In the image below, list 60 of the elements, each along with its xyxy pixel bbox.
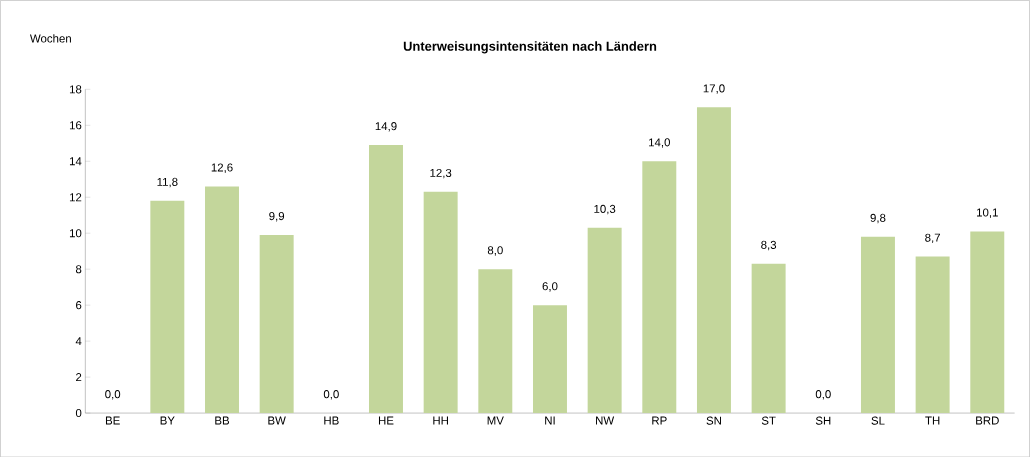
data-label: 0,0 <box>815 389 831 400</box>
data-label: 10,1 <box>977 208 998 218</box>
x-tick-label: MV <box>487 416 504 425</box>
bar <box>751 263 786 413</box>
y-axis-title: Wochen <box>29 33 71 43</box>
data-label: 0,0 <box>105 389 121 400</box>
bar <box>970 231 1005 413</box>
bar <box>478 268 513 413</box>
y-tick-label: 2 <box>76 372 82 381</box>
x-tick-label: HH <box>433 416 448 425</box>
x-tick-label: NW <box>596 416 615 425</box>
bar <box>150 200 185 413</box>
y-tick-label: 8 <box>75 264 82 274</box>
data-label: 9,8 <box>870 213 886 224</box>
y-tick-label: 10 <box>69 228 82 238</box>
x-tick-label: SL <box>871 416 885 425</box>
y-tick-label: 18 <box>69 85 82 94</box>
x-tick-label: BW <box>268 416 286 425</box>
data-label: 8,0 <box>487 246 503 256</box>
data-label: 14,0 <box>649 138 670 148</box>
data-label: 8,3 <box>761 240 777 251</box>
x-tick-label: SH <box>815 416 831 425</box>
bar <box>532 304 567 413</box>
x-tick-label: TH <box>925 416 940 425</box>
x-tick-label: SN <box>706 416 721 425</box>
bar <box>642 161 677 413</box>
x-tick-label: HE <box>378 416 394 425</box>
x-tick-label: ST <box>761 416 776 425</box>
data-label: 11,8 <box>157 177 178 188</box>
bar <box>915 256 950 413</box>
bar <box>205 186 239 413</box>
y-tick-label: 12 <box>69 193 82 202</box>
x-tick-label: BRD <box>976 416 999 425</box>
x-tick-label: HB <box>324 416 339 425</box>
bar <box>259 234 294 413</box>
data-label: 6,0 <box>542 281 558 292</box>
data-label: 8,7 <box>925 233 940 243</box>
chart-title: Unterweisungsintensitäten nach Ländern <box>403 41 657 54</box>
x-tick-label: RP <box>652 416 667 425</box>
y-tick-label: 6 <box>76 300 82 309</box>
data-label: 14,9 <box>375 121 397 132</box>
x-tick-label: BY <box>160 416 175 425</box>
x-tick-label: NI <box>545 416 555 425</box>
data-label: 10,3 <box>594 204 616 215</box>
data-label: 12,6 <box>211 163 233 173</box>
x-tick-label: BE <box>105 416 120 425</box>
y-tick-label: 4 <box>75 336 82 345</box>
data-label: 12,3 <box>430 168 452 179</box>
data-label: 9,9 <box>269 211 285 222</box>
data-label: 0,0 <box>323 389 339 400</box>
bar <box>369 144 403 413</box>
y-tick-label: 14 <box>69 157 82 165</box>
bar <box>860 236 895 413</box>
bar <box>587 227 622 413</box>
data-label: 17,0 <box>703 84 725 94</box>
y-tick-label: 16 <box>69 121 82 130</box>
bar <box>696 107 731 413</box>
bar <box>423 191 458 413</box>
x-tick-label: BB <box>215 416 230 425</box>
y-tick-label: 0 <box>75 408 82 417</box>
